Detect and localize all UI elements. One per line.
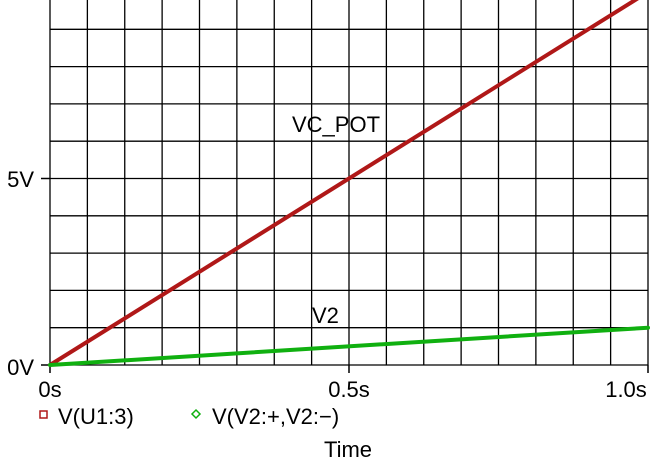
x-tick-label-1: 0.5s: [328, 377, 370, 402]
legend-label-0: V(U1:3): [58, 404, 134, 429]
x-tick-label-0: 0s: [38, 377, 61, 402]
series-line-1: [48, 325, 650, 367]
legend-marker-diamond-icon: [190, 408, 202, 420]
plot-grid: [41, 0, 649, 373]
series-layer: [48, 0, 650, 367]
y-tick-label-0: 0V: [7, 355, 34, 380]
annotation-v2: V2: [312, 303, 339, 328]
annotation-vc-pot: VC_POT: [292, 112, 380, 137]
legend-label-1: V(V2:+,V2:−): [212, 404, 339, 429]
y-tick-label-1: 5V: [7, 167, 34, 192]
legend: V(U1:3) V(V2:+,V2:−): [39, 404, 339, 429]
x-tick-label-2: 1.0s: [605, 377, 647, 402]
legend-marker-square-icon: [39, 410, 48, 419]
x-axis-title: Time: [324, 437, 372, 458]
series-line-0: [48, 0, 639, 367]
